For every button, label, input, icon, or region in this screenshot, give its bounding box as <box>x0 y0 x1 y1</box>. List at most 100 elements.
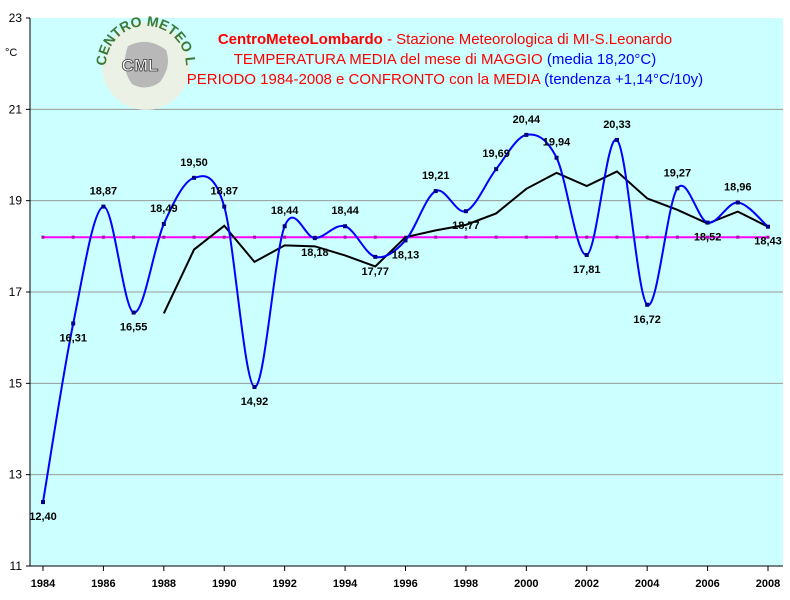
data-point <box>645 235 649 239</box>
data-label: 14,92 <box>241 396 269 408</box>
series-line <box>162 170 769 314</box>
y-tick-label: 17 <box>9 285 23 299</box>
data-label: 12,40 <box>29 511 57 523</box>
grid-lines <box>30 108 783 476</box>
data-label: 19,94 <box>543 137 571 149</box>
data-point <box>433 189 438 194</box>
x-tick-label: 1988 <box>152 578 176 590</box>
y-tick-label: 21 <box>9 102 23 116</box>
may-temperature-series <box>41 132 770 505</box>
series-line <box>42 133 769 503</box>
data-point <box>252 235 256 239</box>
x-tick-label: 2002 <box>575 578 599 590</box>
data-point <box>71 235 75 239</box>
data-point <box>766 235 770 239</box>
data-point <box>373 235 377 239</box>
data-point <box>343 235 347 239</box>
data-point <box>615 235 619 239</box>
data-point <box>71 321 76 326</box>
data-point <box>463 209 468 214</box>
x-tick-label: 2008 <box>756 578 780 590</box>
data-point <box>403 238 408 243</box>
data-label: 20,44 <box>513 114 541 126</box>
data-label: 18,49 <box>150 203 178 215</box>
data-label: 18,52 <box>694 232 722 244</box>
x-tick-label: 1990 <box>212 578 236 590</box>
title-month: TEMPERATURA MEDIA del mese di MAGGIO <box>233 51 547 68</box>
x-tick-label: 1984 <box>31 578 56 590</box>
data-point <box>132 235 136 239</box>
data-point <box>706 235 710 239</box>
x-tick-label: 2006 <box>695 578 719 590</box>
data-label: 19,21 <box>422 170 450 182</box>
data-label: 18,77 <box>452 220 480 232</box>
data-point <box>524 235 528 239</box>
data-label: 18,87 <box>90 186 118 198</box>
data-point <box>494 235 498 239</box>
title-station: - Stazione Meteorologica di MI-S.Leonard… <box>382 31 673 48</box>
data-point <box>434 235 438 239</box>
data-point <box>312 236 317 241</box>
data-labels: 12,40 16,31 18,87 16,55 18,49 19,50 18,87 14,92… <box>29 114 782 523</box>
data-label: 16,72 <box>633 314 661 326</box>
data-point <box>705 220 710 225</box>
data-point <box>41 235 45 239</box>
data-label: 19,69 <box>482 148 510 160</box>
data-point <box>283 235 287 239</box>
data-point <box>675 235 679 239</box>
x-tick-label: 2000 <box>514 578 538 590</box>
data-label: 16,31 <box>59 333 87 345</box>
x-tick-label: 1994 <box>333 578 358 590</box>
data-point <box>161 221 166 226</box>
data-label: 18,43 <box>754 236 782 248</box>
data-label: 19,27 <box>664 167 692 179</box>
title-mean: (media 18,20°C) <box>546 51 657 68</box>
title-line-3: PERIODO 1984-2008 e CONFRONTO con la MED… <box>170 70 720 90</box>
y-tick-label: 23 <box>9 11 23 25</box>
title-trend: (tendenza +1,14°C/10y) <box>544 71 704 88</box>
data-point <box>373 254 378 259</box>
data-point <box>645 302 650 307</box>
x-tick-label: 1998 <box>454 578 478 590</box>
title-line-1: CentroMeteoLombardo - Stazione Meteorolo… <box>170 30 720 50</box>
data-point <box>162 235 166 239</box>
title-line-2: TEMPERATURA MEDIA del mese di MAGGIO (me… <box>170 50 720 70</box>
data-point <box>585 235 589 239</box>
data-point <box>101 204 106 209</box>
data-point <box>131 310 136 315</box>
x-tick-label: 1986 <box>91 578 115 590</box>
data-label: 18,87 <box>210 186 238 198</box>
data-point <box>282 224 287 229</box>
x-tick-label: 1996 <box>393 578 417 590</box>
data-point <box>766 224 770 229</box>
data-point <box>252 384 257 389</box>
data-point <box>192 235 196 239</box>
data-label: 18,18 <box>301 247 329 259</box>
data-label: 20,33 <box>603 119 631 131</box>
logo-region-shape <box>124 41 168 88</box>
chart-title: CentroMeteoLombardo - Stazione Meteorolo… <box>170 30 720 90</box>
data-point <box>735 200 740 205</box>
data-point <box>192 175 197 180</box>
title-period: PERIODO 1984-2008 e CONFRONTO con la MED… <box>186 71 545 88</box>
data-label: 18,44 <box>271 205 299 217</box>
data-point <box>736 235 740 239</box>
data-label: 16,55 <box>120 322 148 334</box>
data-point <box>614 137 619 142</box>
series-layer <box>41 132 770 505</box>
y-tick-label: 13 <box>9 468 23 482</box>
data-point <box>222 204 227 209</box>
logo-center-text: CML <box>122 56 159 75</box>
data-label: 17,81 <box>573 264 601 276</box>
data-label: 18,96 <box>724 181 752 193</box>
x-tick-label: 2004 <box>635 578 660 590</box>
data-point <box>494 167 499 172</box>
data-label: 18,13 <box>392 249 420 261</box>
y-axis-unit-label: °C <box>5 47 17 59</box>
title-brand: CentroMeteoLombardo <box>217 31 383 48</box>
data-point <box>222 235 226 239</box>
data-label: 17,77 <box>362 266 390 278</box>
data-point <box>343 224 348 229</box>
data-point <box>101 235 105 239</box>
